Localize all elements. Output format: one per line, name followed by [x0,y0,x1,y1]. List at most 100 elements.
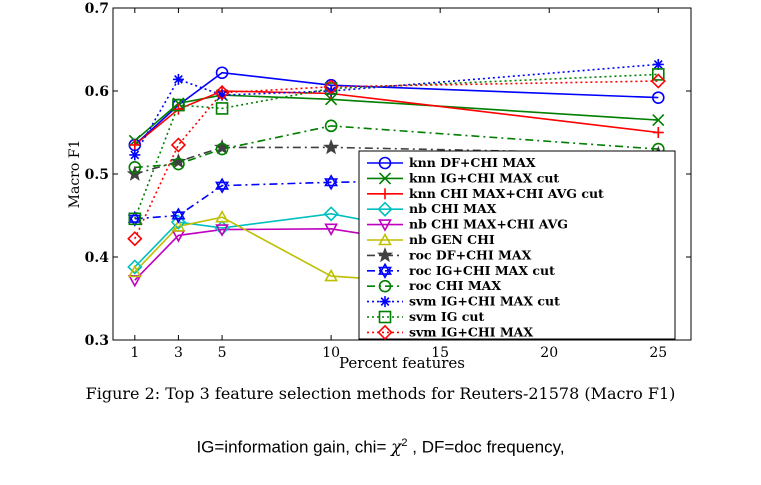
x-axis-label: Percent features [339,354,465,372]
y-tick-label: 0.3 [85,333,109,349]
data-point [128,212,142,226]
legend-entry: svm IG+CHI MAX cut [367,294,560,309]
legend-marker [376,246,394,263]
x-tick-label: 1 [130,345,139,361]
legend-entry: knn IG+CHI MAX cut [367,170,559,185]
y-tick-label: 0.4 [85,250,110,266]
data-point [170,153,187,169]
legend-marker [378,156,392,170]
y-tick-label: 0.7 [85,1,109,17]
series-line [134,73,659,220]
legend-label: nb CHI MAX+CHI AVG [409,217,568,232]
legend-entry: roc IG+CHI MAX cut [367,262,555,279]
legend-marker [378,232,392,246]
x-tick-label: 20 [540,345,558,361]
data-point [215,209,229,223]
legend-label: nb CHI MAX [409,201,497,216]
data-point [323,138,340,155]
legend-box [358,150,676,340]
series-line [134,176,659,220]
data-point [323,206,339,222]
data-point [214,138,231,155]
data-point [172,98,185,112]
data-point [652,127,664,138]
chi-symbol: χ [391,437,402,458]
legend-label: svm IG+CHI MAX cut [409,294,560,309]
y-tick-label: 0.5 [85,167,109,183]
data-point [651,91,665,104]
data-point [323,79,339,95]
footnote-prefix: IG=information gain, chi= [196,437,392,457]
series-line [134,71,659,146]
data-point [172,157,185,171]
legend-marker [378,172,392,185]
data-point [171,207,186,224]
legend-entry: nb CHI MAX [367,201,497,217]
data-point [651,68,665,81]
data-point [127,231,143,247]
legend-marker [378,310,392,324]
y-tick-label: 0.6 [85,84,109,100]
legend-entry: nb GEN CHI [367,232,495,247]
legend-label: knn DF+CHI MAX [409,155,536,170]
data-point [325,93,338,106]
legend-entry: svm IG+CHI MAX [367,324,533,341]
data-point [215,177,230,194]
data-point [127,264,142,278]
data-point [215,66,229,80]
legend-marker [378,219,392,232]
data-point [215,102,229,115]
x-tick-label: 15 [431,345,449,361]
legend-entry: roc DF+CHI MAX [367,246,532,263]
legend-entry: nb CHI MAX+CHI AVG [367,217,568,232]
data-point [129,139,141,151]
x-tick-label: 5 [218,345,227,361]
legend-label: svm IG cut [409,309,484,324]
data-point [214,85,230,101]
x-tick-label: 10 [322,345,340,361]
data-point [215,224,229,237]
legend-marker [378,262,392,279]
legend-marker [379,296,391,308]
data-point [652,113,665,127]
data-point [129,149,141,161]
legend-marker [378,279,392,293]
legend-label: knn IG+CHI MAX cut [409,170,559,185]
data-point [215,142,229,156]
data-point [127,259,143,275]
series-markers [126,58,667,304]
legend-label: nb GEN CHI [409,232,495,247]
data-point [324,268,338,282]
legend-entry: knn CHI MAX+CHI AVG cut [367,186,604,201]
legend-entry: roc CHI MAX [367,278,501,293]
data-point [324,119,338,133]
data-point [172,103,184,115]
legend-label: roc IG+CHI MAX cut [409,263,555,278]
legend-entry: svm IG cut [367,309,484,324]
data-point [650,73,666,89]
legend-entry: knn DF+CHI MAX [367,155,536,170]
legend-marker [377,324,393,341]
legend-label: svm IG+CHI MAX [409,324,533,339]
legend-label: knn CHI MAX+CHI AVG cut [409,186,604,201]
data-point [172,73,184,85]
x-tick-label: 25 [649,345,667,361]
legend-marker [379,188,391,200]
series-line [134,125,659,169]
data-point [127,210,142,227]
abbreviation-footnote: IG=information gain, chi= χ2 , DF=doc fr… [0,437,761,458]
figure-caption: Figure 2: Top 3 feature selection method… [85,384,676,403]
legend-marker [377,201,393,217]
footnote-suffix: , DF=doc frequency, [407,437,565,457]
legend-label: roc DF+CHI MAX [409,247,532,262]
data-point [170,137,187,153]
x-tick-label: 3 [174,345,183,361]
data-point [324,174,339,191]
data-point [324,223,338,236]
legend-label: roc CHI MAX [409,278,501,293]
data-point [171,219,186,232]
data-point [170,214,187,230]
data-point [128,161,142,174]
